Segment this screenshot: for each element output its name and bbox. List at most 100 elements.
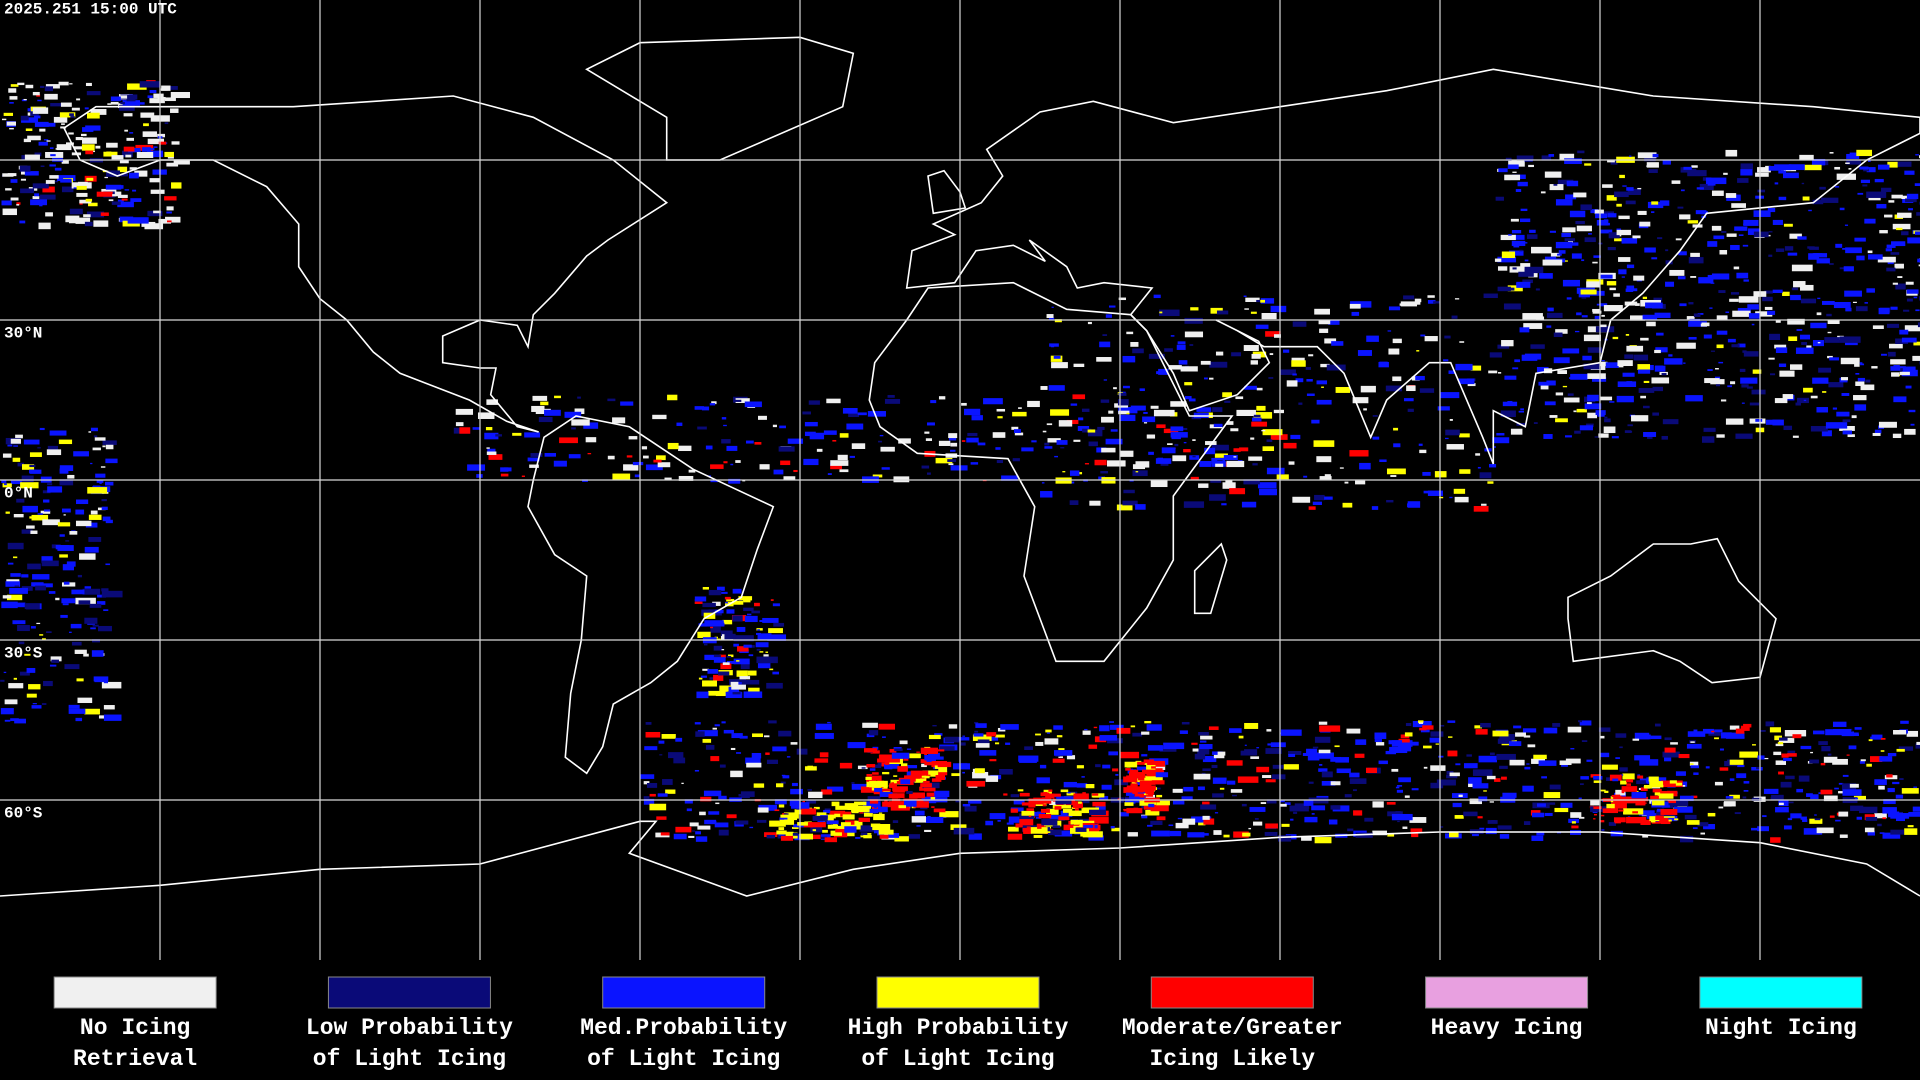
icing-speck bbox=[1854, 798, 1859, 800]
icing-speck bbox=[994, 742, 1000, 745]
icing-speck bbox=[161, 85, 171, 91]
icing-speck bbox=[1586, 759, 1593, 762]
icing-speck bbox=[26, 525, 35, 529]
icing-speck bbox=[1555, 392, 1564, 396]
icing-speck bbox=[934, 808, 938, 811]
icing-speck bbox=[851, 443, 866, 449]
icing-speck bbox=[1679, 303, 1687, 307]
icing-speck bbox=[486, 447, 490, 449]
icing-speck bbox=[129, 172, 139, 179]
icing-speck bbox=[808, 822, 826, 828]
icing-speck bbox=[773, 469, 784, 475]
icing-speck bbox=[1427, 300, 1436, 304]
icing-speck bbox=[59, 465, 74, 471]
icing-speck bbox=[1883, 799, 1896, 805]
icing-speck bbox=[1136, 766, 1149, 771]
icing-speck bbox=[1878, 307, 1890, 315]
icing-speck bbox=[1594, 436, 1599, 438]
icing-speck bbox=[692, 830, 695, 832]
icing-speck bbox=[1675, 782, 1683, 786]
icing-speck bbox=[1583, 334, 1601, 342]
icing-speck bbox=[960, 742, 966, 746]
icing-speck bbox=[1581, 740, 1588, 742]
icing-speck bbox=[1686, 820, 1700, 825]
icing-speck bbox=[757, 629, 760, 631]
icing-speck bbox=[1825, 422, 1848, 429]
icing-speck bbox=[837, 825, 849, 832]
icing-speck bbox=[1069, 470, 1080, 476]
icing-speck bbox=[709, 677, 714, 680]
icing-speck bbox=[1293, 811, 1298, 814]
icing-speck bbox=[1680, 167, 1691, 173]
icing-speck bbox=[996, 460, 1003, 464]
icing-speck bbox=[702, 602, 716, 608]
icing-speck bbox=[1595, 410, 1606, 416]
icing-speck bbox=[1273, 409, 1284, 414]
lat-label: 0°N bbox=[4, 484, 33, 502]
icing-speck bbox=[1905, 281, 1914, 285]
icing-speck bbox=[61, 160, 69, 164]
icing-speck bbox=[1647, 435, 1653, 439]
icing-speck bbox=[1819, 186, 1826, 190]
icing-speck bbox=[1916, 212, 1920, 216]
icing-speck bbox=[1527, 744, 1536, 748]
icing-speck bbox=[1233, 448, 1241, 452]
icing-speck bbox=[1359, 462, 1371, 470]
icing-speck bbox=[1388, 306, 1401, 311]
icing-speck bbox=[762, 617, 779, 623]
icing-speck bbox=[1633, 275, 1645, 281]
icing-speck bbox=[60, 102, 72, 107]
icing-speck bbox=[1608, 822, 1617, 826]
icing-speck bbox=[1319, 764, 1323, 766]
icing-speck bbox=[1906, 730, 1919, 737]
icing-speck bbox=[1790, 364, 1803, 370]
icing-speck bbox=[1479, 827, 1485, 830]
icing-speck bbox=[948, 433, 958, 439]
icing-speck bbox=[1321, 386, 1324, 388]
icing-speck bbox=[27, 118, 33, 120]
icing-speck bbox=[675, 826, 692, 833]
icing-speck bbox=[807, 789, 812, 791]
icing-speck bbox=[1385, 385, 1403, 392]
icing-speck bbox=[938, 396, 946, 400]
icing-speck bbox=[1008, 816, 1025, 823]
icing-speck bbox=[966, 437, 979, 443]
icing-speck bbox=[1184, 396, 1192, 400]
icing-speck bbox=[1542, 259, 1563, 266]
legend-label: Night Icing bbox=[1705, 1015, 1857, 1041]
icing-speck bbox=[1701, 436, 1715, 443]
icing-speck bbox=[7, 173, 17, 177]
icing-speck bbox=[1853, 395, 1867, 401]
icing-speck bbox=[1182, 818, 1196, 825]
icing-speck bbox=[1472, 769, 1493, 776]
icing-speck bbox=[1475, 453, 1481, 456]
icing-speck bbox=[2, 118, 7, 121]
icing-speck bbox=[986, 732, 997, 737]
icing-speck bbox=[1829, 357, 1840, 361]
icing-speck bbox=[822, 814, 836, 819]
icing-speck bbox=[1804, 164, 1822, 171]
icing-speck bbox=[1687, 731, 1706, 737]
icing-speck bbox=[73, 451, 89, 457]
icing-speck bbox=[1635, 800, 1646, 806]
icing-speck bbox=[1848, 168, 1852, 170]
icing-speck bbox=[1690, 276, 1697, 278]
icing-speck bbox=[1349, 772, 1360, 778]
icing-speck bbox=[1637, 369, 1651, 374]
icing-speck bbox=[1571, 821, 1576, 824]
icing-speck bbox=[1077, 472, 1083, 475]
icing-speck bbox=[74, 649, 87, 654]
icing-speck bbox=[1042, 804, 1047, 807]
icing-speck bbox=[1130, 405, 1146, 411]
icing-speck bbox=[885, 755, 891, 758]
icing-speck bbox=[745, 757, 761, 764]
icing-speck bbox=[120, 102, 125, 105]
icing-speck bbox=[1463, 763, 1478, 769]
icing-speck bbox=[1324, 474, 1331, 478]
icing-speck bbox=[1652, 804, 1662, 808]
icing-speck bbox=[51, 659, 59, 663]
icing-speck bbox=[1295, 378, 1304, 383]
icing-speck bbox=[726, 660, 736, 664]
icing-speck bbox=[1422, 471, 1431, 476]
icing-speck bbox=[884, 762, 890, 765]
